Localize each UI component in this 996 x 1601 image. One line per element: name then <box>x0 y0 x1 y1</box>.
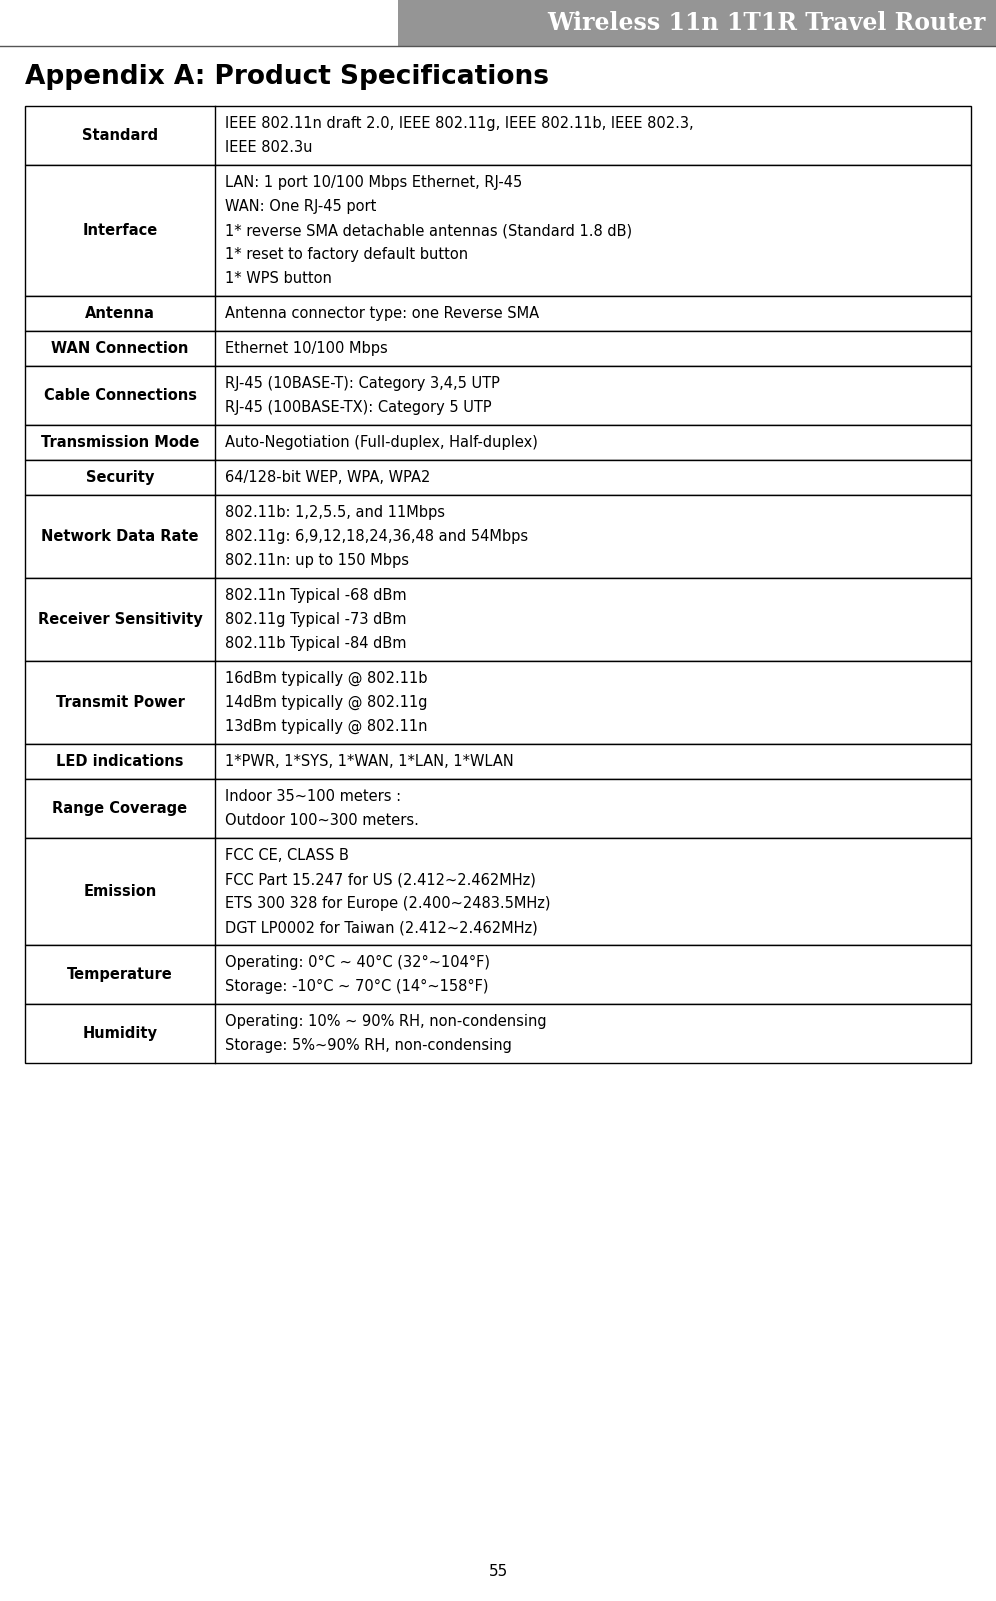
Text: 802.11g Typical -73 dBm: 802.11g Typical -73 dBm <box>225 612 406 628</box>
Text: Storage: -10°C ~ 70°C (14°~158°F): Storage: -10°C ~ 70°C (14°~158°F) <box>225 978 488 994</box>
Text: IEEE 802.11n draft 2.0, IEEE 802.11g, IEEE 802.11b, IEEE 802.3,: IEEE 802.11n draft 2.0, IEEE 802.11g, IE… <box>225 115 693 131</box>
Text: 802.11n: up to 150 Mbps: 802.11n: up to 150 Mbps <box>225 552 409 568</box>
Text: Interface: Interface <box>83 223 157 239</box>
Text: 55: 55 <box>488 1564 508 1579</box>
Text: Operating: 10% ~ 90% RH, non-condensing: Operating: 10% ~ 90% RH, non-condensing <box>225 1013 547 1029</box>
Text: 64/128-bit WEP, WPA, WPA2: 64/128-bit WEP, WPA, WPA2 <box>225 471 430 485</box>
Text: RJ-45 (100BASE-TX): Category 5 UTP: RJ-45 (100BASE-TX): Category 5 UTP <box>225 400 492 415</box>
Text: 802.11n Typical -68 dBm: 802.11n Typical -68 dBm <box>225 588 406 604</box>
Text: Outdoor 100~300 meters.: Outdoor 100~300 meters. <box>225 813 419 828</box>
Bar <box>25 837 971 945</box>
Bar <box>25 661 971 744</box>
Text: DGT LP0002 for Taiwan (2.412~2.462MHz): DGT LP0002 for Taiwan (2.412~2.462MHz) <box>225 921 538 935</box>
Text: WAN Connection: WAN Connection <box>52 341 188 355</box>
Text: 1* reverse SMA detachable antennas (Standard 1.8 dB): 1* reverse SMA detachable antennas (Stan… <box>225 223 632 239</box>
Text: 1* reset to factory default button: 1* reset to factory default button <box>225 247 468 263</box>
Bar <box>398 0 996 46</box>
Text: 14dBm typically @ 802.11g: 14dBm typically @ 802.11g <box>225 695 427 711</box>
Text: 802.11g: 6,9,12,18,24,36,48 and 54Mbps: 802.11g: 6,9,12,18,24,36,48 and 54Mbps <box>225 528 528 544</box>
Bar <box>25 331 971 367</box>
Bar <box>25 165 971 296</box>
Bar <box>25 424 971 459</box>
Text: 802.11b: 1,2,5.5, and 11Mbps: 802.11b: 1,2,5.5, and 11Mbps <box>225 504 445 520</box>
Text: ETS 300 328 for Europe (2.400~2483.5MHz): ETS 300 328 for Europe (2.400~2483.5MHz) <box>225 897 551 911</box>
Bar <box>25 296 971 331</box>
Bar <box>25 106 971 165</box>
Text: FCC CE, CLASS B: FCC CE, CLASS B <box>225 849 349 863</box>
Text: FCC Part 15.247 for US (2.412~2.462MHz): FCC Part 15.247 for US (2.412~2.462MHz) <box>225 873 536 887</box>
Text: RJ-45 (10BASE-T): Category 3,4,5 UTP: RJ-45 (10BASE-T): Category 3,4,5 UTP <box>225 376 500 391</box>
Text: Appendix A: Product Specifications: Appendix A: Product Specifications <box>25 64 549 90</box>
Text: Ethernet 10/100 Mbps: Ethernet 10/100 Mbps <box>225 341 387 355</box>
Text: 802.11b Typical -84 dBm: 802.11b Typical -84 dBm <box>225 636 406 652</box>
Bar <box>25 578 971 661</box>
Text: Network Data Rate: Network Data Rate <box>41 528 199 544</box>
Text: Cable Connections: Cable Connections <box>44 387 196 403</box>
Text: Antenna: Antenna <box>85 306 155 320</box>
Text: WAN: One RJ-45 port: WAN: One RJ-45 port <box>225 199 376 215</box>
Bar <box>25 780 971 837</box>
Text: Security: Security <box>86 471 154 485</box>
Bar <box>25 459 971 495</box>
Text: 1* WPS button: 1* WPS button <box>225 271 332 287</box>
Text: LED indications: LED indications <box>56 754 183 768</box>
Text: Antenna connector type: one Reverse SMA: Antenna connector type: one Reverse SMA <box>225 306 539 320</box>
Text: Range Coverage: Range Coverage <box>53 800 187 817</box>
Bar <box>25 367 971 424</box>
Text: Transmission Mode: Transmission Mode <box>41 435 199 450</box>
Bar <box>25 495 971 578</box>
Text: IEEE 802.3u: IEEE 802.3u <box>225 139 313 155</box>
Text: Indoor 35~100 meters :: Indoor 35~100 meters : <box>225 789 401 804</box>
Text: Standard: Standard <box>82 128 158 142</box>
Text: Storage: 5%~90% RH, non-condensing: Storage: 5%~90% RH, non-condensing <box>225 1037 512 1053</box>
Bar <box>25 744 971 780</box>
Bar <box>25 945 971 1004</box>
Text: 16dBm typically @ 802.11b: 16dBm typically @ 802.11b <box>225 671 427 687</box>
Text: 13dBm typically @ 802.11n: 13dBm typically @ 802.11n <box>225 719 427 735</box>
Bar <box>25 1004 971 1063</box>
Text: 1*PWR, 1*SYS, 1*WAN, 1*LAN, 1*WLAN: 1*PWR, 1*SYS, 1*WAN, 1*LAN, 1*WLAN <box>225 754 514 768</box>
Text: Humidity: Humidity <box>83 1026 157 1041</box>
Text: Emission: Emission <box>84 884 156 900</box>
Text: Auto-Negotiation (Full-duplex, Half-duplex): Auto-Negotiation (Full-duplex, Half-dupl… <box>225 435 538 450</box>
Text: Wireless 11n 1T1R Travel Router: Wireless 11n 1T1R Travel Router <box>548 11 986 35</box>
Text: Transmit Power: Transmit Power <box>56 695 184 709</box>
Text: Operating: 0°C ~ 40°C (32°~104°F): Operating: 0°C ~ 40°C (32°~104°F) <box>225 954 490 970</box>
Text: Receiver Sensitivity: Receiver Sensitivity <box>38 612 202 628</box>
Text: Temperature: Temperature <box>67 967 173 981</box>
Text: LAN: 1 port 10/100 Mbps Ethernet, RJ-45: LAN: 1 port 10/100 Mbps Ethernet, RJ-45 <box>225 175 522 191</box>
